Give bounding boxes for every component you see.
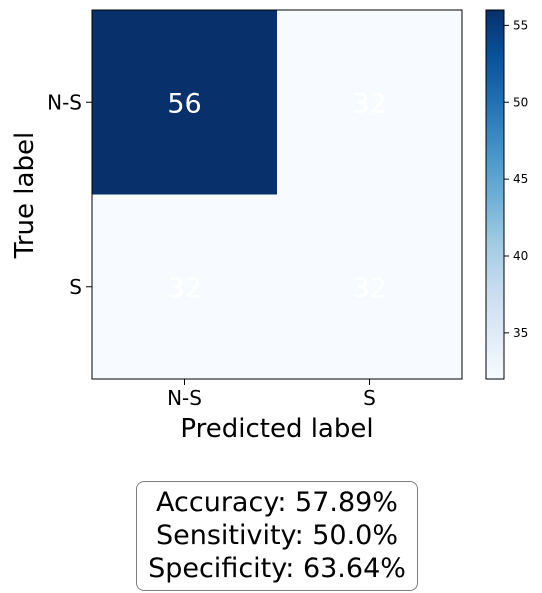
colorbar-ticks: 35 40 45 50 55 xyxy=(504,18,528,340)
confusion-matrix-chart: 56 32 32 32 N-S S N-S S Predicted label True … xyxy=(10,9,528,444)
sensitivity-text: Sensitivity: 50.0% xyxy=(155,520,399,551)
specificity-text: Specificity: 63.64% xyxy=(148,553,406,584)
colorbar: 35 40 45 50 55 xyxy=(485,9,528,380)
x-axis-label: Predicted label xyxy=(180,414,373,444)
heatmap-cell xyxy=(277,194,462,379)
colorbar-tick-label: 40 xyxy=(513,249,528,263)
plot-frame xyxy=(91,9,463,380)
y-axis: N-S S xyxy=(47,90,92,299)
cell-value-label: 56 xyxy=(167,88,201,119)
colorbar-tick-label: 35 xyxy=(513,326,528,340)
cell-value-label: 32 xyxy=(352,273,386,304)
heatmap-cell xyxy=(277,10,462,195)
y-tick-label: S xyxy=(69,275,82,299)
y-axis-label: True label xyxy=(10,132,40,259)
cell-value-label: 32 xyxy=(352,88,386,119)
heatmap-cell xyxy=(92,194,277,379)
cell-value-label: 32 xyxy=(167,273,201,304)
x-axis: N-S S xyxy=(167,379,376,410)
colorbar-tick-label: 55 xyxy=(513,18,528,32)
colorbar-tick-label: 50 xyxy=(513,95,528,109)
colorbar-gradient xyxy=(485,9,505,380)
x-tick-label: S xyxy=(363,386,376,410)
accuracy-text: Accuracy: 57.89% xyxy=(156,487,398,518)
heatmap-cell xyxy=(92,10,277,195)
metrics-box: Accuracy: 57.89% Sensitivity: 50.0% Spec… xyxy=(136,481,418,591)
y-tick-label: N-S xyxy=(47,90,82,114)
heatmap-cells: 56 32 32 32 xyxy=(92,10,462,379)
colorbar-tick-label: 45 xyxy=(513,172,528,186)
x-tick-label: N-S xyxy=(167,386,202,410)
